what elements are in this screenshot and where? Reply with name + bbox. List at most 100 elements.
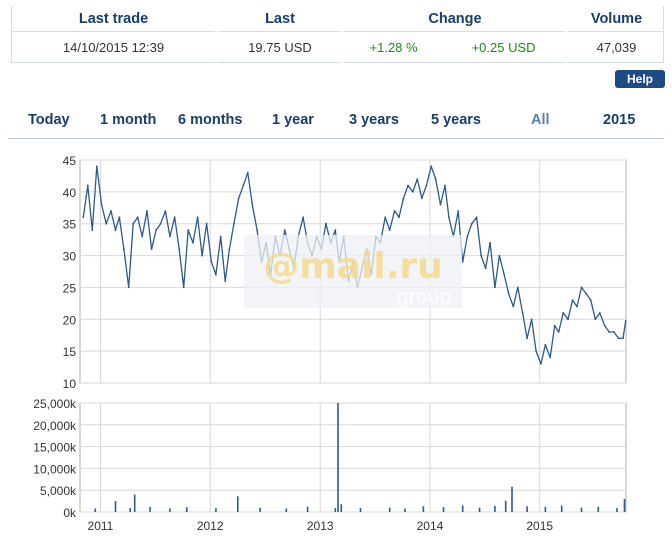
volume-bar: [129, 508, 131, 512]
volume-bar: [337, 403, 339, 512]
volume-bar: [511, 486, 513, 512]
x-tick-label: 2014: [417, 519, 444, 533]
period-2015[interactable]: 2015: [603, 112, 636, 128]
price-panel: 45 40 35 30 25 20 15 10: [63, 154, 627, 391]
price-point: [155, 229, 158, 231]
price-point: [608, 331, 611, 333]
price-point: [302, 216, 304, 219]
period-all[interactable]: All: [531, 112, 550, 128]
price-point: [494, 286, 496, 289]
volume-bar: [442, 507, 445, 512]
price-point: [416, 178, 419, 180]
last-trade-value: 14/10/2015 12:39: [11, 32, 215, 63]
volume-bar: [306, 506, 309, 512]
price-point: [598, 312, 601, 314]
price-point: [146, 210, 148, 212]
price-point: [594, 318, 597, 321]
price-point: [544, 343, 547, 346]
x-tick-label: 2012: [197, 519, 224, 533]
price-point: [507, 292, 510, 295]
mailru-group-watermark: @mail.ru group: [244, 235, 462, 308]
price-point: [219, 235, 222, 238]
price-point: [466, 235, 469, 238]
price-point: [123, 248, 125, 251]
volume-panel: 25,000k 20,000k 15,000k 10,000k 5,000k 0k 2011…: [33, 397, 627, 533]
volume-bar: [149, 506, 151, 512]
period-1-year[interactable]: 1 year: [272, 112, 314, 128]
volume-bar: [388, 507, 391, 512]
price-point: [421, 197, 423, 200]
price-point: [585, 292, 588, 295]
price-point: [388, 229, 391, 231]
volume-bar: [597, 506, 600, 512]
price-point: [224, 280, 227, 282]
price-point: [233, 222, 235, 225]
price-point: [384, 216, 387, 219]
price-point: [402, 197, 405, 200]
period-1-month[interactable]: 1 month: [100, 112, 157, 128]
price-point: [622, 337, 624, 340]
price-point: [91, 229, 94, 231]
price-point: [557, 331, 560, 333]
price-point: [196, 216, 199, 219]
price-point: [246, 171, 249, 174]
price-point: [624, 320, 627, 322]
quote-header-row: Last trade Last Change Volume: [11, 6, 664, 32]
volume-tick-label: 10,000k: [33, 462, 77, 476]
price-point: [100, 203, 103, 206]
price-point: [516, 286, 519, 289]
price-point: [173, 216, 176, 219]
last-price-value: 19.75 USD: [215, 32, 340, 63]
price-point: [526, 337, 528, 340]
price-point: [169, 235, 171, 238]
volume-bar: [478, 507, 481, 512]
period-3-years[interactable]: 3 years: [349, 112, 399, 128]
price-point: [407, 184, 409, 187]
price-point: [411, 191, 414, 193]
price-tick-label: 25: [63, 281, 77, 295]
price-point: [580, 286, 583, 289]
volume-header: Volume: [565, 6, 664, 32]
volume-bar: [422, 506, 425, 512]
price-point: [150, 248, 153, 251]
price-point: [489, 241, 491, 244]
price-point: [470, 222, 473, 225]
volume-bar: [560, 505, 563, 512]
volume-bar: [504, 500, 507, 512]
price-point: [603, 324, 606, 327]
price-point: [398, 216, 400, 219]
price-point: [613, 331, 615, 333]
volume-plot-frame: [79, 402, 627, 513]
period-today[interactable]: Today: [28, 112, 70, 128]
change-header: Change: [340, 6, 565, 32]
period-5-years[interactable]: 5 years: [431, 112, 481, 128]
price-point: [553, 324, 556, 327]
volume-bar: [334, 508, 337, 512]
price-point: [430, 165, 433, 168]
help-button[interactable]: Help: [615, 70, 665, 88]
quote-row: 14/10/2015 12:39 19.75 USD +1.28 % +0.25…: [11, 32, 664, 63]
volume-bar: [285, 508, 288, 512]
price-tick-label: 15: [63, 345, 77, 359]
volume-bar: [526, 506, 528, 512]
quote-table: Last trade Last Change Volume 14/10/2015…: [11, 6, 664, 63]
price-tick-label: 40: [63, 186, 77, 200]
period-6-months[interactable]: 6 months: [178, 112, 243, 128]
price-point: [434, 178, 437, 180]
volume-bar: [94, 508, 97, 512]
price-point: [237, 197, 240, 200]
volume-bar: [259, 507, 261, 512]
volume-bar: [461, 505, 464, 512]
price-point: [549, 356, 552, 359]
price-point: [182, 286, 185, 289]
price-point: [475, 216, 478, 219]
x-tick-label: 2013: [307, 519, 334, 533]
volume-value: 47,039: [565, 32, 664, 63]
price-point: [480, 254, 482, 257]
price-point: [187, 229, 190, 231]
x-tick-label: 2011: [88, 519, 114, 533]
price-point: [132, 222, 135, 225]
volume-bar: [114, 501, 117, 512]
watermark-sub: group: [396, 286, 451, 308]
